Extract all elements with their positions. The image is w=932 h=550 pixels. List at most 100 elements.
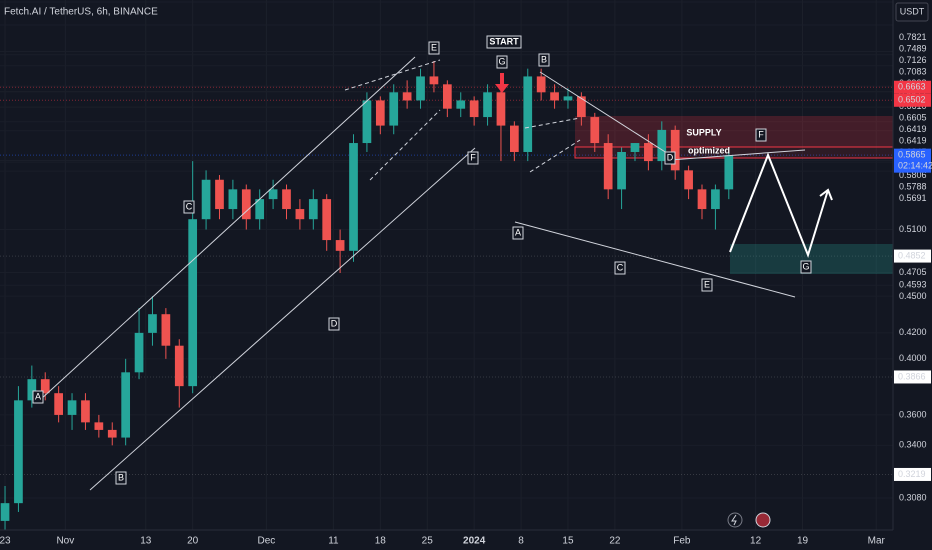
currency: USDT	[900, 6, 925, 16]
annotations: A B C D E F G START B A C D E F G SUPPLY optimized	[32, 35, 812, 485]
candle-body	[241, 189, 251, 220]
supply-zone	[575, 116, 893, 147]
price-label: 0.5865	[898, 150, 926, 160]
candle-body	[590, 117, 600, 144]
x-tick-label: 11	[328, 536, 339, 547]
x-tick-label: Dec	[257, 536, 275, 547]
candle-body	[375, 100, 385, 126]
y-tick-label: 0.5100	[899, 224, 927, 234]
candle-body	[711, 189, 720, 210]
chart-title: Fetch.AI / TetherUS, 6h, BINANCE	[4, 7, 158, 18]
y-tick-label: 0.3600	[899, 409, 927, 419]
price-label-box	[894, 93, 931, 107]
annotation-box	[755, 128, 767, 142]
annotation-box	[800, 260, 812, 274]
annotation: B	[541, 54, 547, 64]
annotation-box	[496, 55, 508, 69]
y-tick-label: 0.7083	[899, 66, 927, 76]
candle-body	[161, 314, 171, 346]
candle-body	[121, 372, 131, 438]
annotation-box	[328, 317, 340, 331]
x-tick-label: 12	[750, 536, 762, 547]
x-tick-label: Mar	[868, 536, 886, 547]
x-tick-label: 8	[518, 536, 524, 547]
candle-body	[362, 100, 372, 144]
currency-box[interactable]	[895, 2, 929, 22]
candle-body	[670, 129, 680, 171]
candle-body	[295, 209, 305, 220]
event-icon[interactable]	[755, 512, 771, 528]
x-tick-label: 23	[0, 536, 11, 547]
annotation-box	[467, 151, 479, 165]
candle-body	[630, 143, 640, 152]
y-tick-label: 0.7821	[899, 32, 927, 42]
triangle-upper	[669, 149, 806, 161]
y-tick-label: 0.5806	[899, 170, 927, 180]
candle-body	[469, 100, 479, 118]
candle-body	[322, 199, 332, 241]
price-label-box	[894, 148, 931, 173]
annotation: G	[498, 56, 505, 66]
price-label-box	[894, 249, 931, 263]
candle-body	[416, 76, 425, 101]
candle-body	[523, 76, 533, 152]
annotation-box	[183, 200, 195, 214]
y-tick-label: 0.5691	[899, 193, 927, 203]
candle-body	[456, 100, 466, 109]
candle-body	[684, 170, 693, 190]
channel-lower	[89, 147, 476, 491]
y-tick-label: 0.7126	[899, 55, 927, 65]
candle-body	[14, 400, 23, 504]
annotation: D	[331, 318, 338, 328]
start-arrowhead	[495, 84, 509, 93]
annotation: E	[704, 279, 710, 289]
y-tick-label: 0.3080	[899, 492, 927, 502]
annotation-box	[512, 226, 524, 240]
annotation: F	[758, 129, 764, 139]
x-tick-label: Feb	[673, 536, 691, 547]
x-tick-label: 20	[187, 536, 199, 547]
candle-body	[94, 422, 104, 430]
annotation: A	[35, 391, 41, 401]
wedge-upper	[344, 59, 441, 91]
y-axis: 0.78210.74890.71260.70830.69380.66770.66…	[894, 32, 932, 502]
candle-body	[188, 219, 198, 387]
price-label: 0.3219	[898, 469, 926, 479]
candle-body	[402, 92, 412, 101]
x-tick-label: Nov	[56, 536, 74, 547]
annotation: C	[617, 262, 624, 272]
candle-body	[174, 345, 184, 387]
candle-body	[40, 379, 50, 394]
candle-body	[724, 155, 734, 190]
y-tick-label: 0.4200	[899, 327, 927, 337]
annotation-box	[486, 35, 522, 49]
descending-lower	[514, 221, 796, 298]
price-label: 0.6663	[898, 82, 926, 92]
candle-body	[335, 240, 345, 251]
candle-body	[644, 143, 653, 162]
candle-body	[697, 189, 707, 210]
x-tick-label: 2024	[463, 536, 486, 547]
candle-body	[255, 199, 265, 220]
annotation-box	[664, 151, 676, 165]
y-tick-label: 0.6419	[899, 124, 927, 134]
flash-icon[interactable]	[727, 512, 743, 528]
y-tick-label: 0.6605	[899, 112, 927, 122]
price-label-box	[894, 467, 931, 481]
candle-body	[268, 189, 278, 200]
candle-body	[148, 314, 157, 333]
candle-body	[483, 92, 492, 118]
y-tick-label: 0.6419	[899, 135, 927, 145]
annotation: START	[489, 36, 519, 46]
y-tick-label: 0.3400	[899, 440, 927, 450]
y-tick-label: 0.4000	[899, 353, 927, 363]
annotation: optimized	[688, 145, 730, 155]
price-label: 0.6502	[898, 95, 926, 105]
candle-body	[27, 379, 37, 401]
x-axis: 23 Nov 13 20 Dec 11 18 25 2024 8 15 22 Feb 12 19 Mar	[0, 536, 886, 547]
candle-body	[107, 429, 117, 438]
wedge-lower	[369, 109, 441, 181]
candle-body	[67, 400, 77, 415]
